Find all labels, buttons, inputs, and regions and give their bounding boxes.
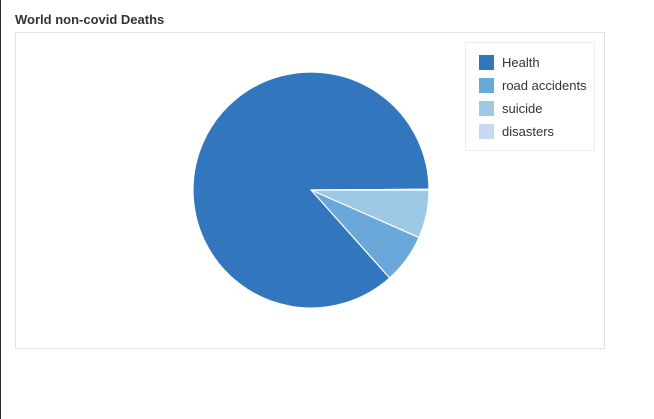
legend-swatch-health [479, 54, 494, 70]
chart-title: World non-covid Deaths [15, 12, 165, 27]
legend-swatch-road-accidents [479, 77, 494, 93]
legend-swatch-disasters [479, 123, 494, 139]
pie-slice-disasters[interactable] [310, 188, 430, 191]
legend-label-road-accidents: road accidents [502, 77, 587, 93]
legend-label-health: Health [502, 54, 540, 70]
legend-item-health[interactable]: Health [479, 54, 540, 70]
legend: Health road accidents suicide disasters [465, 42, 595, 151]
chart-frame [15, 32, 605, 349]
legend-label-suicide: suicide [502, 100, 543, 116]
legend-item-suicide[interactable]: suicide [479, 100, 542, 116]
legend-item-road-accidents[interactable]: road accidents [479, 77, 587, 93]
legend-label-disasters: disasters [502, 123, 555, 139]
legend-swatch-suicide [479, 100, 494, 116]
legend-item-disasters[interactable]: disasters [479, 123, 554, 139]
